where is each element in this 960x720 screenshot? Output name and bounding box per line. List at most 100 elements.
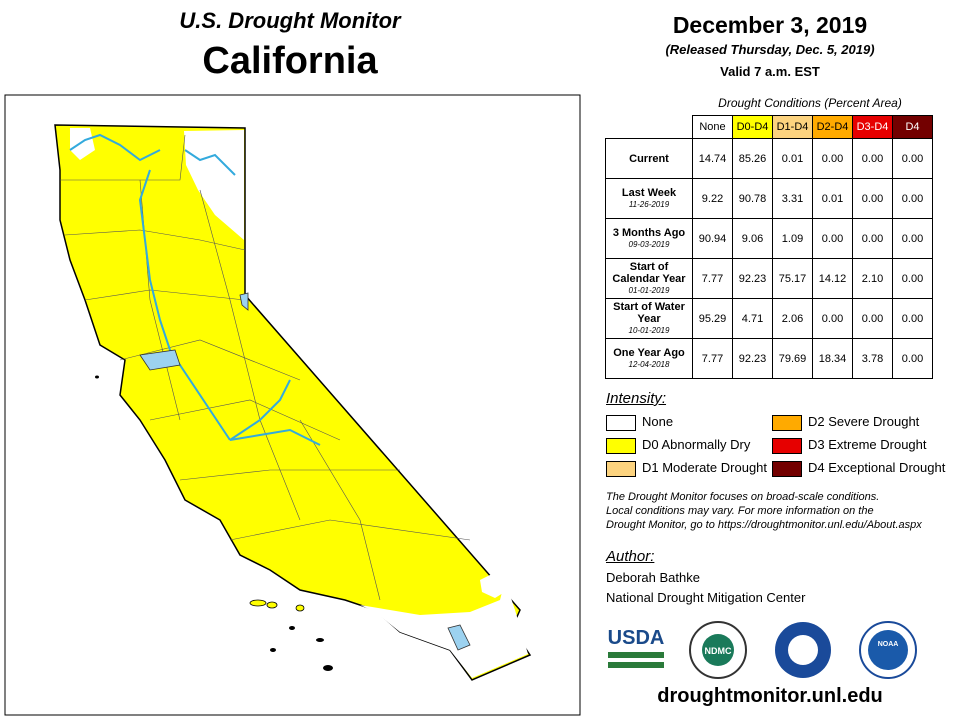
- cell: 7.77: [692, 338, 733, 379]
- legend-swatch: [606, 461, 636, 477]
- legend-label: D0 Abnormally Dry: [642, 437, 751, 452]
- data-row: Current 14.74 85.26 0.01 0.00 0.00 0.00: [605, 138, 933, 179]
- row-label: Current: [605, 138, 693, 179]
- cell: 1.09: [772, 218, 813, 259]
- cell: 2.10: [852, 258, 893, 299]
- note-line: Drought Monitor, go to https://droughtmo…: [606, 519, 922, 531]
- salton-sea: [447, 624, 471, 651]
- website: droughtmonitor.unl.edu: [657, 685, 883, 707]
- row-label: Start of Water Year 10-01-2019: [605, 298, 693, 339]
- cell: 3.78: [852, 338, 893, 379]
- header-row: None D0-D4 D1-D4 D2-D4 D3-D4 D4: [605, 115, 933, 139]
- row-date: 12-04-2018: [628, 359, 670, 369]
- note-line: Local conditions may vary. For more info…: [606, 505, 874, 517]
- small-islands: [95, 375, 333, 671]
- cell: 0.00: [812, 138, 853, 179]
- cell: 95.29: [692, 298, 733, 339]
- logos: USDA NDMC NOAA: [608, 621, 917, 679]
- cell: 18.34: [812, 338, 853, 379]
- column-header: D0-D4: [732, 115, 773, 139]
- row-date: 09-03-2019: [628, 239, 670, 249]
- commerce-center: [788, 635, 818, 665]
- logo-noaa: NOAA: [878, 641, 899, 648]
- cell: 0.00: [852, 218, 893, 259]
- ndmc-center: [702, 634, 734, 666]
- release-date: (Released Thursday, Dec. 5, 2019): [665, 42, 875, 57]
- legend-swatch: [772, 461, 802, 477]
- none-southeast: [480, 570, 508, 598]
- cell: 0.00: [892, 218, 933, 259]
- row-name: Start of Calendar Year: [612, 260, 686, 285]
- author-title: Author:: [606, 548, 655, 565]
- cell: 3.31: [772, 178, 813, 219]
- cell: 2.06: [772, 298, 813, 339]
- none-coast: [70, 128, 95, 160]
- data-row: Start of Water Year 10-01-2019 95.29 4.71 2.…: [605, 298, 933, 339]
- data-row: One Year Ago 12-04-2018 7.77 92.23 79.69 18.3…: [605, 338, 933, 379]
- legend-label: D2 Severe Drought: [808, 414, 920, 429]
- none-northeast: [184, 130, 244, 240]
- cell: 92.23: [732, 258, 773, 299]
- author-line: Deborah Bathke: [606, 570, 700, 585]
- note: The Drought Monitor focuses on broad-sca…: [606, 490, 922, 532]
- legend-title: Intensity:: [606, 390, 667, 407]
- cell: 0.00: [892, 138, 933, 179]
- cell: 9.06: [732, 218, 773, 259]
- cell: 0.00: [892, 258, 933, 299]
- cell: 90.94: [692, 218, 733, 259]
- cell: 4.71: [732, 298, 773, 339]
- data-row: Start of Calendar Year 01-01-2019 7.77 92.2…: [605, 258, 933, 299]
- cell: 0.00: [852, 298, 893, 339]
- map: [4, 94, 581, 716]
- cell: 0.00: [812, 298, 853, 339]
- cell: 75.17: [772, 258, 813, 299]
- legend-label: D3 Extreme Drought: [808, 437, 927, 452]
- row-name: Current: [629, 152, 669, 165]
- noaa-center: [868, 630, 908, 670]
- none-south: [360, 580, 528, 678]
- valid-time: Valid 7 a.m. EST: [720, 64, 820, 79]
- corner: [605, 115, 693, 139]
- legend-swatch: [606, 438, 636, 454]
- legend-swatch: [772, 438, 802, 454]
- legend-swatch: [606, 415, 636, 431]
- row-date: 10-01-2019: [628, 325, 670, 335]
- region: California: [202, 40, 378, 82]
- title: U.S. Drought Monitor: [179, 8, 401, 33]
- cell: 14.74: [692, 138, 733, 179]
- data-row: Last Week 11-26-2019 9.22 90.78 3.31 0.01 0.00…: [605, 178, 933, 219]
- row-name: Last Week: [621, 186, 677, 199]
- column-header: D4: [892, 115, 933, 139]
- legend-swatch: [772, 415, 802, 431]
- lake-tahoe: [239, 292, 249, 311]
- row-name: Start of Water Year: [613, 300, 685, 325]
- row-date: 11-26-2019: [628, 199, 670, 209]
- usda-bar: [608, 652, 664, 658]
- cell: 0.00: [852, 178, 893, 219]
- map-date: December 3, 2019: [672, 12, 868, 38]
- data-row: 3 Months Ago 09-03-2019 90.94 9.06 1.09 0.00 0…: [605, 218, 933, 259]
- cell: 9.22: [692, 178, 733, 219]
- cell: 0.00: [892, 298, 933, 339]
- usda-bar: [608, 662, 664, 668]
- rivers: [69, 133, 321, 446]
- cell: 90.78: [732, 178, 773, 219]
- islands: [249, 599, 305, 612]
- column-header: D2-D4: [812, 115, 853, 139]
- cell: 92.23: [732, 338, 773, 379]
- row-label: 3 Months Ago 09-03-2019: [605, 218, 693, 259]
- legend-label: D1 Moderate Drought: [642, 460, 768, 475]
- row-label: Start of Calendar Year 01-01-2019: [605, 258, 693, 299]
- cell: 0.01: [812, 178, 853, 219]
- note-line: The Drought Monitor focuses on broad-sca…: [606, 491, 880, 503]
- column-header: None: [692, 115, 733, 139]
- row-label: One Year Ago 12-04-2018: [605, 338, 693, 379]
- bay: [139, 349, 181, 371]
- legend-label: D4 Exceptional Drought: [808, 460, 946, 475]
- author-line: National Drought Mitigation Center: [606, 590, 806, 605]
- cell: 7.77: [692, 258, 733, 299]
- row-name: 3 Months Ago: [612, 226, 686, 239]
- cell: 0.00: [892, 338, 933, 379]
- column-header: D1-D4: [772, 115, 813, 139]
